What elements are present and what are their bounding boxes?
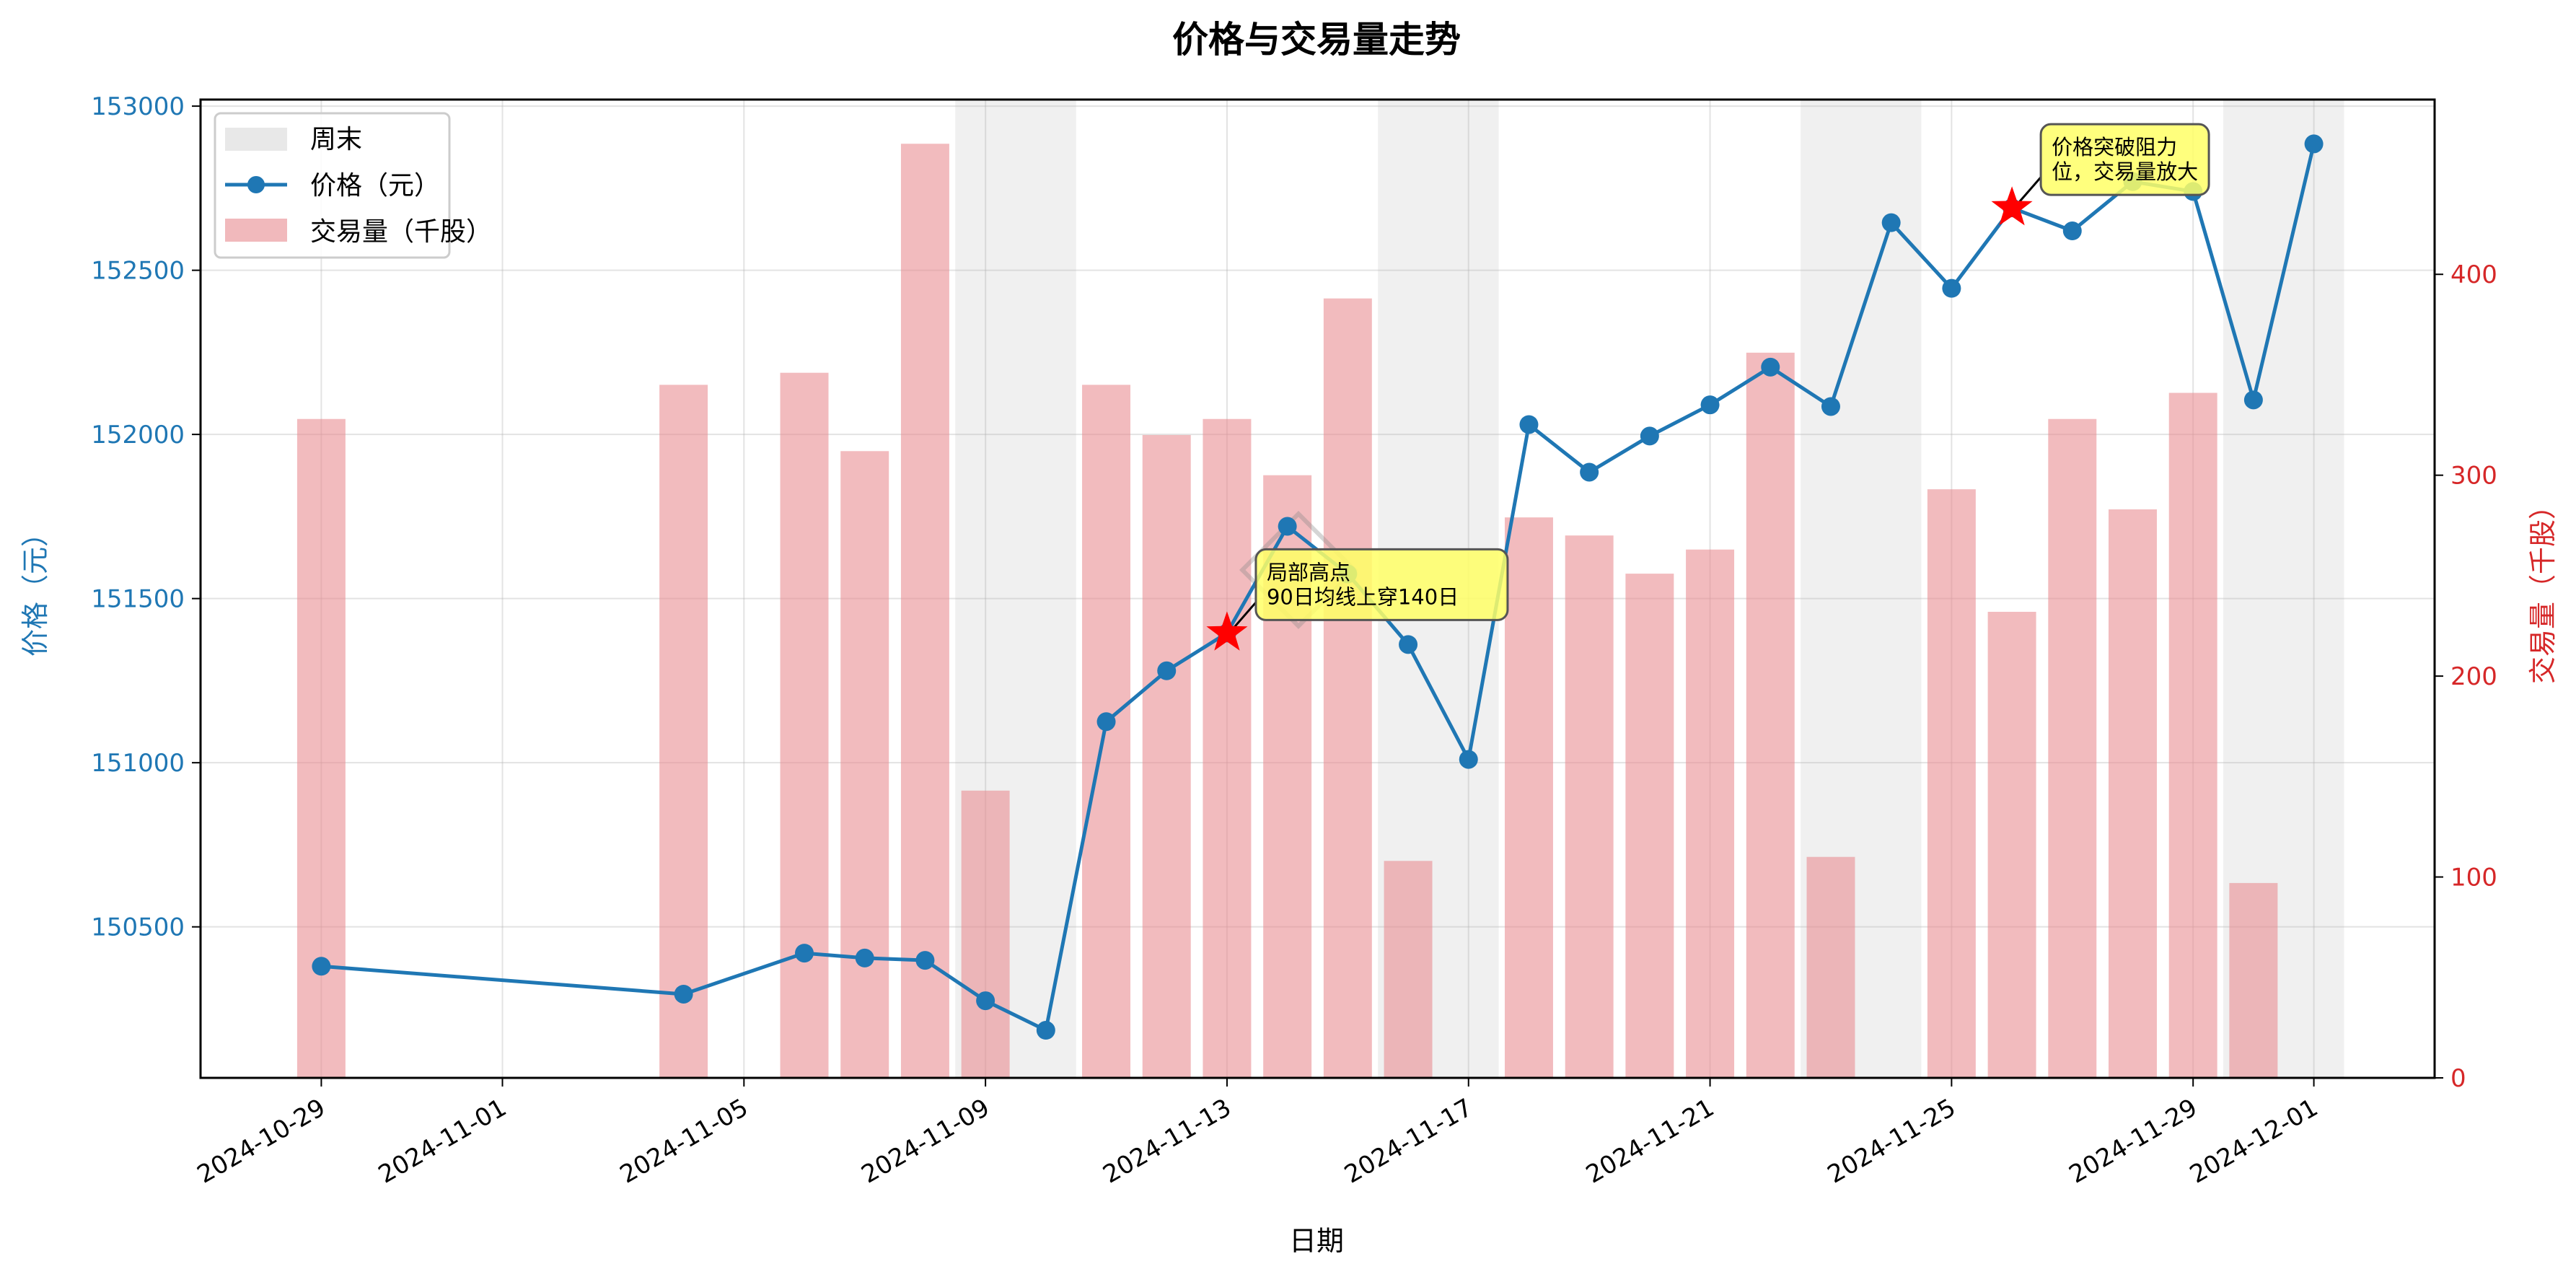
price-point-2	[795, 944, 814, 963]
volume-bar-15	[1686, 549, 1735, 1078]
x-tick-label-1: 2024-11-01	[374, 1093, 511, 1189]
x-tick-label-8: 2024-11-29	[2065, 1093, 2202, 1189]
price-point-0	[312, 957, 331, 976]
plot-border	[199, 98, 2436, 1079]
x-tick-label-4: 2024-11-13	[1098, 1093, 1236, 1189]
x-tick-label-6: 2024-11-21	[1581, 1093, 1719, 1189]
price-point-14	[1519, 415, 1539, 434]
y-axis-left-title: 价格（元）	[19, 519, 51, 657]
price-line	[312, 134, 2324, 1040]
legend-swatch-volume	[225, 219, 287, 242]
price-point-17	[1700, 395, 1720, 415]
price-point-4	[915, 951, 935, 970]
y-axis-left: 150500 151000 151500 152000 152500 153000	[91, 92, 201, 942]
price-point-1	[674, 984, 693, 1004]
annotation-box-0	[1254, 548, 1509, 621]
volume-bar-20	[2048, 418, 2097, 1078]
legend-swatch-weekend	[225, 128, 287, 151]
volume-bar-4	[900, 144, 949, 1078]
price-point-10	[1278, 517, 1297, 536]
price-point-7	[1096, 712, 1116, 732]
volume-bar-14	[1625, 574, 1674, 1078]
annotation-star-1	[1991, 186, 2033, 226]
volume-bar-22	[2168, 392, 2217, 1078]
price-point-26	[2243, 390, 2263, 410]
y-left-tick-label-1: 151000	[91, 749, 185, 778]
annotation-text-0-0: 局部高点	[1267, 560, 1350, 584]
x-tick-label-9: 2024-12-01	[2185, 1093, 2323, 1189]
legend-label-price: 价格（元）	[310, 171, 440, 201]
x-tick-label-5: 2024-11-17	[1340, 1093, 1477, 1189]
price-point-15	[1580, 462, 1599, 482]
volume-bar-3	[840, 451, 889, 1078]
price-point-18	[1761, 357, 1780, 377]
volume-bars	[296, 144, 2278, 1078]
price-point-21	[1942, 278, 1961, 298]
price-point-13	[1459, 750, 1478, 769]
legend: 周末 价格（元） 交易量（千股）	[214, 112, 492, 259]
volume-bar-16	[1746, 352, 1795, 1078]
price-point-23	[2062, 221, 2082, 241]
volume-bar-5	[961, 790, 1010, 1078]
legend-label-weekend: 周末	[310, 125, 362, 154]
price-point-19	[1821, 397, 1840, 416]
volume-bar-19	[1987, 612, 2036, 1078]
volume-bar-6	[1082, 385, 1131, 1078]
annotation-text-0-1: 90日均线上穿140日	[1267, 584, 1459, 609]
y-right-tick-label-0: 0	[2450, 1064, 2466, 1093]
volume-bar-1	[659, 385, 708, 1078]
y-axis-right-title: 交易量（千股）	[2527, 492, 2559, 684]
price-point-6	[1036, 1021, 1055, 1040]
annotation-box-1	[2039, 123, 2210, 196]
volume-bar-0	[296, 418, 346, 1078]
x-tick-label-2: 2024-11-05	[615, 1093, 753, 1189]
volume-bar-2	[780, 372, 829, 1078]
volume-bar-10	[1323, 298, 1372, 1078]
plot-frame	[199, 98, 2436, 1079]
x-tick-label-7: 2024-11-25	[1823, 1093, 1961, 1189]
y-right-tick-label-3: 300	[2450, 462, 2497, 491]
price-point-5	[976, 991, 995, 1011]
x-axis-title: 日期	[1289, 1225, 1344, 1257]
annotation-text-1-1: 位，交易量放大	[2052, 159, 2198, 184]
annotation-text-1-0: 价格突破阻力	[2052, 135, 2177, 159]
annotation-arrow-1	[2018, 176, 2042, 203]
y-right-tick-label-4: 400	[2450, 260, 2497, 289]
y-right-tick-label-1: 100	[2450, 864, 2497, 892]
y-left-tick-label-4: 152500	[91, 257, 185, 286]
y-left-tick-label-3: 152000	[91, 421, 185, 449]
x-axis: 2024-10-29 2024-11-01 2024-11-05 2024-11-09…	[193, 1078, 2323, 1190]
y-right-tick-label-2: 200	[2450, 662, 2497, 691]
volume-bar-8	[1203, 418, 1252, 1078]
volume-bar-21	[2109, 509, 2157, 1078]
volume-bar-17	[1806, 856, 1855, 1078]
y-left-tick-label-5: 153000	[91, 92, 185, 121]
price-point-27	[2304, 134, 2324, 154]
legend-label-volume: 交易量（千股）	[310, 217, 492, 247]
volume-bar-23	[2229, 882, 2278, 1078]
y-left-tick-label-0: 150500	[91, 913, 185, 942]
price-point-12	[1399, 635, 1418, 654]
volume-bar-18	[1927, 489, 1976, 1078]
chart-title: 价格与交易量走势	[1172, 19, 1461, 61]
y-left-tick-label-2: 151500	[91, 585, 185, 614]
volume-bar-13	[1565, 535, 1614, 1078]
y-axis-right: 0 100 200 300 400	[2435, 260, 2497, 1093]
x-tick-label-0: 2024-10-29	[193, 1093, 330, 1189]
price-point-20	[1881, 213, 1901, 232]
x-tick-label-3: 2024-11-09	[857, 1093, 995, 1189]
annotation-star-0	[1206, 611, 1248, 651]
annotation-arrow-0	[1233, 601, 1257, 628]
volume-bar-11	[1384, 861, 1433, 1078]
legend-swatch-price-marker	[247, 176, 265, 193]
volume-bar-7	[1142, 434, 1191, 1078]
price-point-16	[1640, 426, 1659, 446]
volume-bar-12	[1504, 517, 1553, 1078]
price-point-8	[1157, 661, 1177, 680]
price-point-3	[855, 948, 874, 967]
